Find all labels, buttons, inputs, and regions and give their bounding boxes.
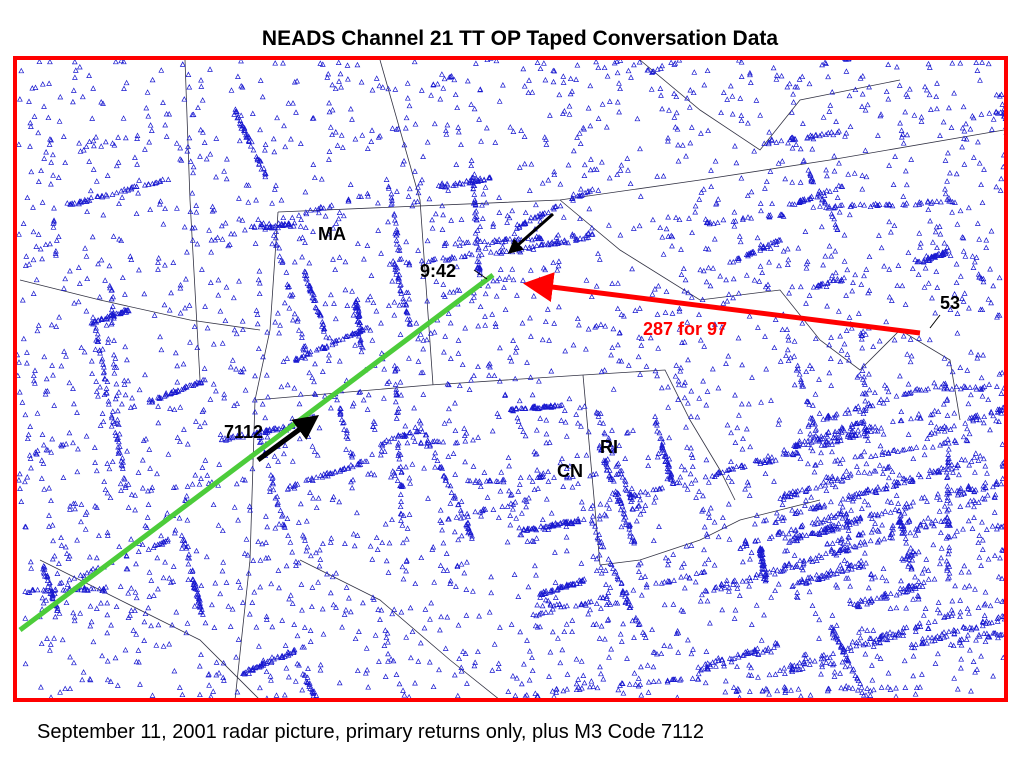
time-arrow (507, 212, 554, 254)
time-label: 9:42 (420, 261, 456, 281)
m3-track (18, 273, 495, 632)
state-label: RI (600, 437, 618, 457)
code-arrow (256, 415, 320, 463)
code-label: 7112 (224, 422, 263, 442)
heading-label: 287 for 97 (643, 319, 727, 339)
primary-returns (17, 60, 1004, 698)
radar-map (17, 60, 1004, 698)
slide-title: NEADS Channel 21 TT OP Taped Conversatio… (262, 27, 778, 50)
heading-arrow (523, 272, 921, 336)
boundaries (19, 60, 1004, 698)
time-pointer (473, 269, 488, 280)
track-label: 53 (940, 293, 960, 313)
map-border (13, 56, 1008, 702)
track-pointer (929, 314, 941, 329)
state-label: MA (318, 224, 346, 244)
state-label: CN (557, 461, 583, 481)
caption: September 11, 2001 radar picture, primar… (37, 721, 704, 743)
